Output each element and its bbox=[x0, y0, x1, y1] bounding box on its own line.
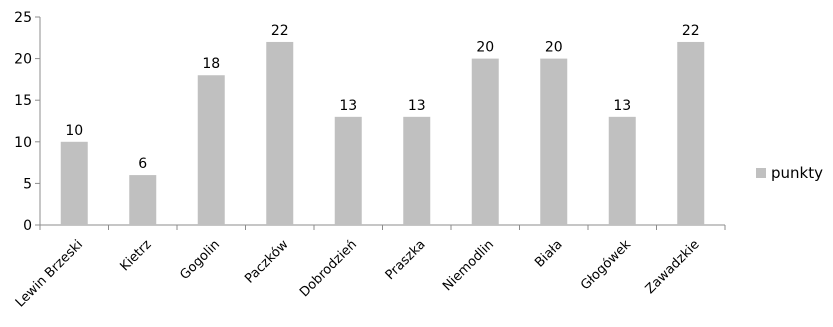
y-axis: 0 5 10 15 20 25 bbox=[14, 10, 41, 234]
category-label: Głogówek bbox=[578, 237, 634, 293]
category-label: Biała bbox=[532, 237, 565, 270]
legend-label: punkty bbox=[771, 164, 823, 182]
data-label: 6 bbox=[138, 156, 147, 172]
data-labels: 10 6 18 22 13 13 20 20 13 22 bbox=[65, 23, 699, 172]
category-label: Lewin Brzeski bbox=[13, 237, 86, 310]
data-label: 10 bbox=[65, 123, 83, 139]
category-labels: Lewin Brzeski Kietrz Gogolin Paczków Dobrodz… bbox=[13, 237, 703, 311]
data-label: 13 bbox=[339, 98, 357, 114]
legend-swatch bbox=[756, 168, 766, 178]
data-label: 13 bbox=[613, 98, 631, 114]
y-tick-label: 10 bbox=[14, 135, 32, 151]
x-axis bbox=[39, 224, 726, 230]
data-label: 20 bbox=[545, 40, 563, 56]
legend: punkty bbox=[756, 164, 823, 182]
category-label: Dobrodzień bbox=[297, 237, 360, 300]
bar bbox=[403, 116, 431, 225]
data-label: 22 bbox=[271, 23, 289, 39]
data-label: 20 bbox=[476, 40, 494, 56]
bar bbox=[334, 116, 362, 225]
y-tick-label: 20 bbox=[14, 52, 32, 68]
category-label: Zawadzkie bbox=[643, 237, 703, 297]
data-label: 18 bbox=[202, 56, 220, 72]
data-label: 22 bbox=[682, 23, 700, 39]
category-label: Gogolin bbox=[177, 237, 223, 283]
bar bbox=[197, 75, 225, 226]
bar bbox=[266, 41, 294, 226]
bar bbox=[60, 141, 88, 225]
category-label: Kietrz bbox=[118, 237, 155, 274]
y-tick-label: 15 bbox=[14, 93, 32, 109]
bars bbox=[60, 41, 705, 226]
bar bbox=[129, 175, 157, 225]
y-tick-label: 25 bbox=[14, 10, 32, 26]
bar bbox=[608, 116, 636, 225]
bar bbox=[677, 41, 705, 226]
category-label: Niemodlin bbox=[440, 237, 497, 294]
bar bbox=[471, 58, 499, 225]
category-label: Praszka bbox=[383, 237, 429, 283]
bar bbox=[540, 58, 568, 225]
category-label: Paczków bbox=[242, 237, 292, 287]
data-label: 13 bbox=[408, 98, 426, 114]
y-tick-label: 5 bbox=[23, 176, 32, 192]
y-tick-label: 0 bbox=[23, 218, 32, 234]
